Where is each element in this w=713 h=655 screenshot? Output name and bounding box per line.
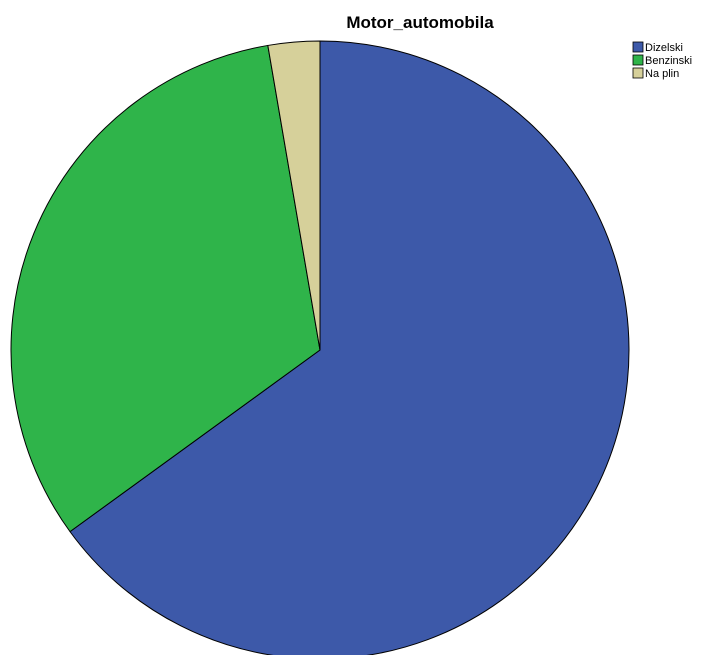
pie-slice-dizelski — [69, 40, 630, 655]
legend-label-benzinski: Benzinski — [645, 55, 692, 67]
legend-swatch-dizelski — [632, 41, 644, 53]
pie-slice-benzinski — [10, 44, 321, 533]
legend-label-dizelski: Dizelski — [645, 42, 683, 54]
legend-label-na-plin: Na plin — [645, 68, 679, 80]
chart-title: Motor_automobila — [346, 13, 494, 32]
legend-swatch-na-plin — [632, 67, 644, 79]
legend-swatch-benzinski — [632, 54, 644, 66]
pie-slice-na-plin — [267, 40, 321, 351]
pie-slices — [10, 40, 630, 655]
